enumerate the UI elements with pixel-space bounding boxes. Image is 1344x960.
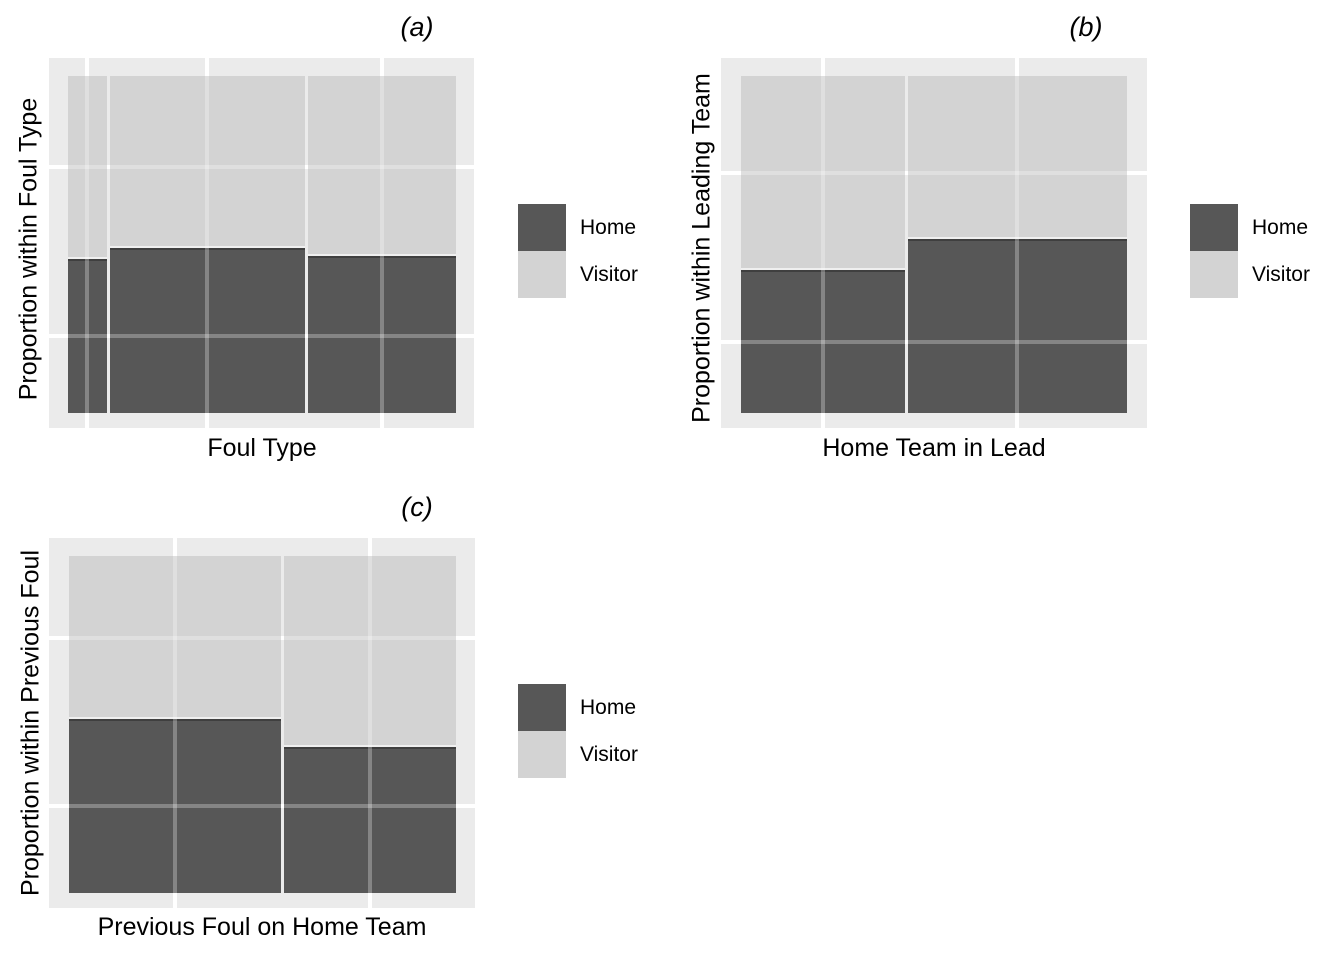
mosaic-rect-visitor [109,76,305,247]
mosaic-split-gap [69,717,281,720]
legend-a: Home Visitor [518,204,638,298]
grid-overlay-vertical [367,556,372,893]
panel-tag-b: (b) [1069,12,1103,42]
legend-row-home: Home [518,684,638,731]
mosaic-rect-visitor [283,556,456,746]
y-axis-title-a: Proportion within Foul Type [14,97,43,401]
legend-row-visitor: Visitor [518,251,638,298]
legend-label-visitor: Visitor [1252,262,1310,286]
mosaic-column [69,556,281,893]
legend-label-home: Home [1252,215,1309,239]
mosaic-column [109,76,305,413]
legend-label-home: Home [580,215,637,239]
mosaic-column [907,76,1127,413]
panel-tag-a: (a) [400,12,434,42]
mosaic-split-gap [307,253,456,256]
x-axis-title-b: Home Team in Lead [822,434,1046,462]
x-axis-title-c: Previous Foul on Home Team [97,913,427,941]
legend-row-visitor: Visitor [1190,251,1310,298]
grid-overlay-horizontal [69,804,456,809]
mosaic-panel-b [721,58,1147,428]
mosaic-split-gap [741,268,905,271]
mosaic-rect-home [68,258,107,413]
panel-tag-c: (c) [401,492,433,522]
legend-swatch-visitor [518,251,566,298]
grid-overlay-vertical [379,76,384,413]
mosaic-rect-visitor [68,76,107,257]
grid-overlay-vertical [1015,76,1020,413]
mosaic-split-gap [907,237,1127,240]
grid-overlay-vertical [85,76,90,413]
legend-row-home: Home [1190,204,1310,251]
mosaic-split-gap [109,246,305,249]
mosaic-rect-home [283,747,456,893]
legend-row-home: Home [518,204,638,251]
mosaic-rect-home [741,270,905,413]
legend-b: Home Visitor [1190,204,1310,298]
mosaic-column [741,76,905,413]
mosaic-rect-home [907,239,1127,413]
legend-swatch-home [518,684,566,731]
grid-overlay-horizontal [69,635,456,640]
mosaic-rect-visitor [907,76,1127,238]
grid-overlay-horizontal [68,333,456,338]
legend-label-home: Home [580,695,637,719]
mosaic-rect-home [69,719,281,893]
grid-overlay-vertical [205,76,210,413]
legend-row-visitor: Visitor [518,731,638,778]
grid-overlay-horizontal [68,165,456,170]
mosaic-column [68,76,107,413]
mosaic-rect-visitor [307,76,456,254]
legend-label-visitor: Visitor [580,742,638,766]
legend-swatch-home [518,204,566,251]
grid-overlay-horizontal [741,171,1127,176]
y-axis-title-b: Proportion within Leading Team [687,73,716,423]
legend-label-visitor: Visitor [580,262,638,286]
grid-overlay-vertical [820,76,825,413]
legend-swatch-home [1190,204,1238,251]
mosaic-split-gap [68,256,107,259]
mosaic-panel-a [49,58,474,428]
mosaic-split-gap [283,745,456,748]
mosaic-rect-visitor [741,76,905,269]
y-axis-title-c: Proportion within Previous Foul [16,550,45,896]
mosaic-rect-visitor [69,556,281,718]
legend-swatch-visitor [518,731,566,778]
grid-overlay-horizontal [741,339,1127,344]
x-axis-title-a: Foul Type [207,434,317,462]
mosaic-column [307,76,456,413]
legend-swatch-visitor [1190,251,1238,298]
legend-c: Home Visitor [518,684,638,778]
mosaic-rect-home [109,248,305,413]
mosaic-rect-home [307,255,456,413]
grid-overlay-vertical [172,556,177,893]
mosaic-panel-c [49,538,475,908]
mosaic-column [283,556,456,893]
